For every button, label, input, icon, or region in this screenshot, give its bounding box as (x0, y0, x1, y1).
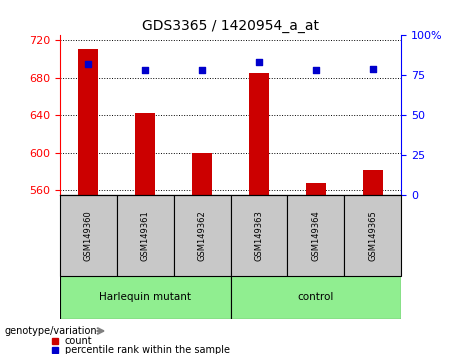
Text: GSM149365: GSM149365 (368, 210, 377, 261)
Text: percentile rank within the sample: percentile rank within the sample (65, 345, 230, 354)
Text: GSM149361: GSM149361 (141, 210, 150, 261)
Bar (249, 73, 269, 195)
Bar (78, 50, 98, 195)
Text: control: control (298, 292, 334, 302)
Bar (344, 195, 401, 276)
Bar (192, 153, 212, 195)
Text: Harlequin mutant: Harlequin mutant (99, 292, 191, 302)
Bar (287, 195, 344, 276)
Point (255, 59, 263, 65)
Text: genotype/variation: genotype/variation (5, 326, 97, 336)
Bar (135, 113, 155, 195)
Text: GSM149363: GSM149363 (254, 210, 263, 261)
Bar (363, 170, 383, 195)
Text: GSM149362: GSM149362 (198, 210, 207, 261)
Bar (306, 183, 326, 195)
Bar (60, 276, 230, 319)
Bar (117, 195, 174, 276)
Bar (60, 195, 117, 276)
Bar (230, 276, 401, 319)
Text: count: count (65, 336, 92, 346)
Text: GSM149364: GSM149364 (311, 210, 320, 261)
Bar (174, 195, 230, 276)
Point (369, 66, 376, 72)
Point (142, 68, 149, 73)
Point (85, 61, 92, 67)
Text: GSM149360: GSM149360 (84, 210, 93, 261)
Bar (230, 195, 287, 276)
Title: GDS3365 / 1420954_a_at: GDS3365 / 1420954_a_at (142, 19, 319, 33)
Point (198, 68, 206, 73)
Point (312, 68, 319, 73)
